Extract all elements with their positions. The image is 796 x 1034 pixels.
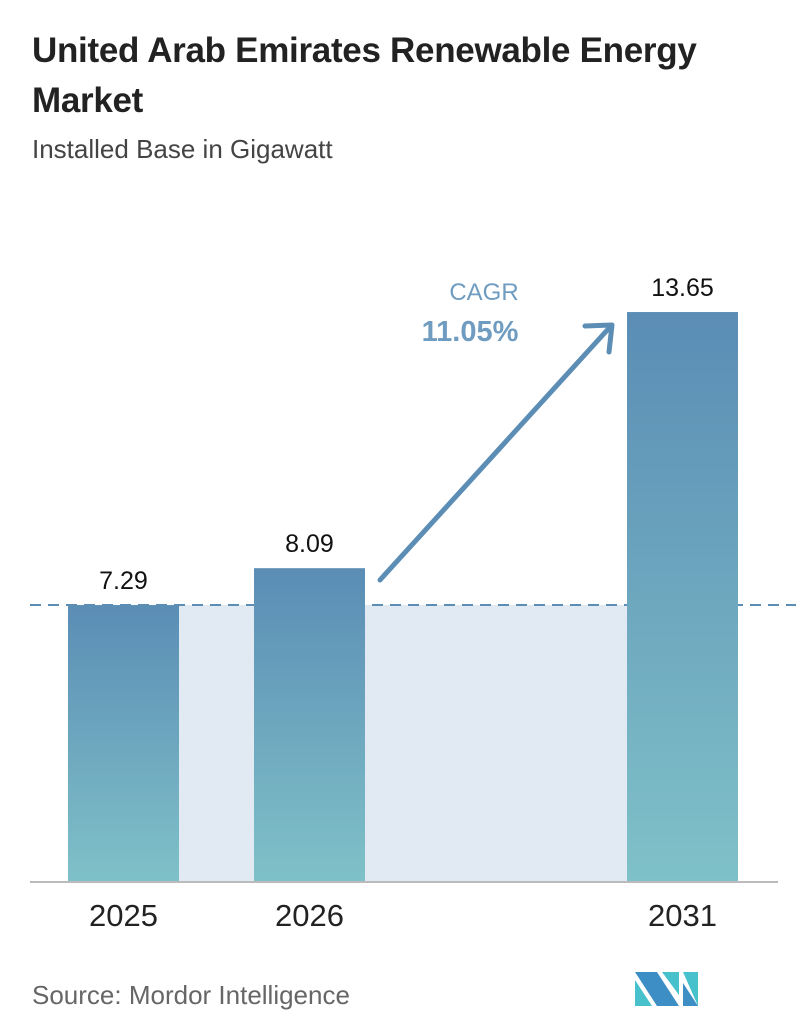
cagr-arrow-head-icon <box>582 322 615 355</box>
bar-2026 <box>254 568 365 882</box>
mordor-logo <box>635 972 698 1006</box>
bar-2025 <box>68 605 179 882</box>
cagr-label: CAGR <box>449 279 518 306</box>
data-label-2026: 8.09 <box>285 530 334 558</box>
x-tick-label-2031: 2031 <box>648 898 717 933</box>
source-text: Source: Mordor Intelligence <box>32 980 350 1010</box>
chart-title: United Arab Emirates Renewable Energy Ma… <box>32 31 697 120</box>
data-label-2025: 7.29 <box>99 567 148 595</box>
x-tick-label-2026: 2026 <box>275 898 344 933</box>
chart-subtitle: Installed Base in Gigawatt <box>32 134 333 164</box>
cagr-arrow-line <box>377 324 613 583</box>
reference-band <box>68 605 738 882</box>
bar-2031 <box>627 312 738 882</box>
data-label-2031: 13.65 <box>651 274 714 302</box>
x-tick-label-2025: 2025 <box>89 898 158 933</box>
cagr-value: 11.05% <box>422 316 519 348</box>
